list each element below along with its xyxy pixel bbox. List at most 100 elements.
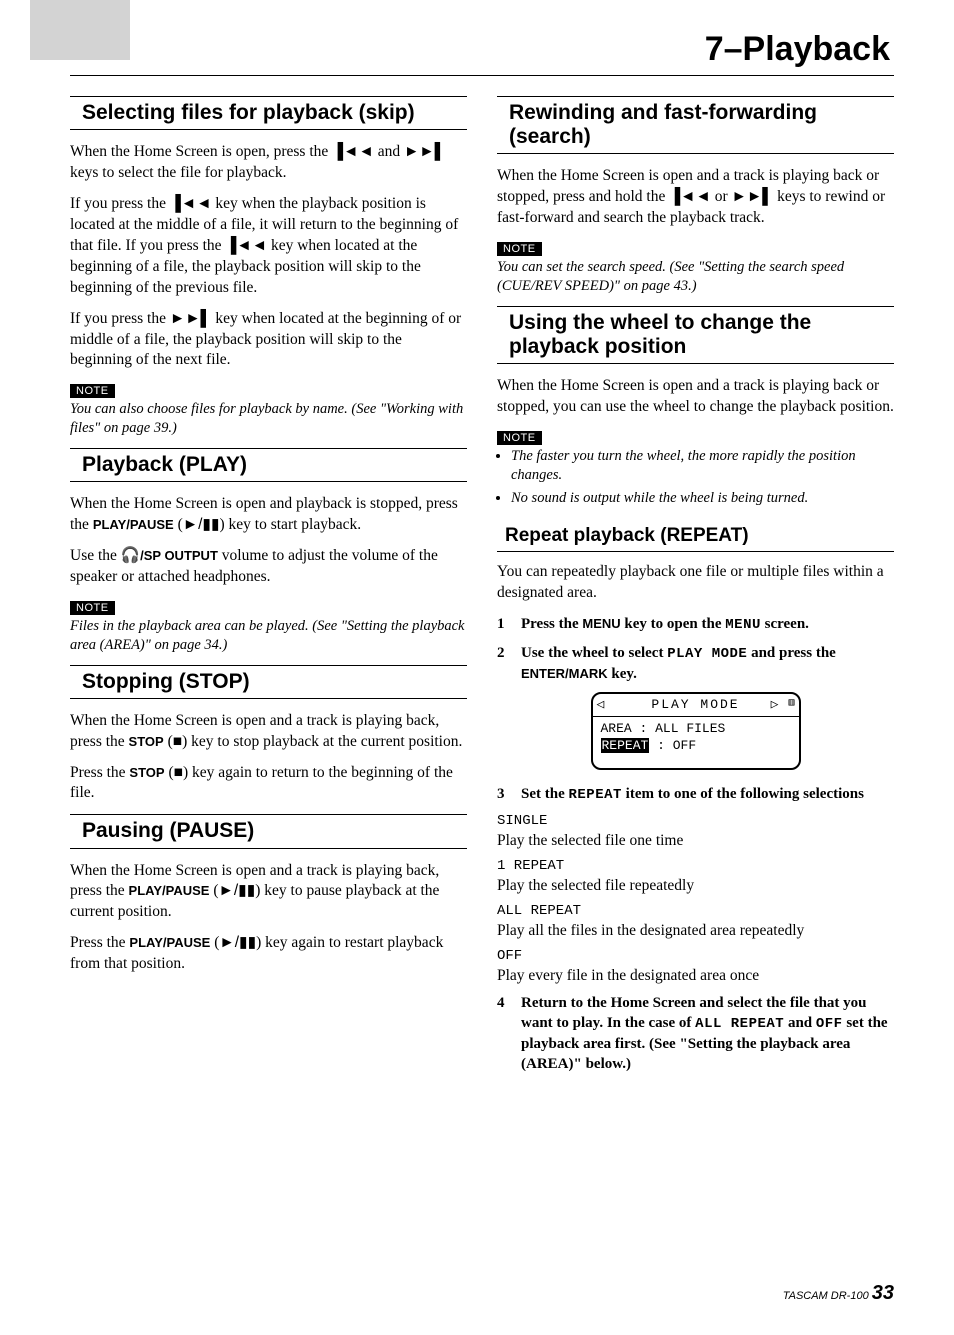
next-icon: ►►▌ bbox=[170, 310, 212, 327]
key-label: STOP bbox=[129, 734, 164, 749]
text: Press the bbox=[70, 934, 129, 951]
section-repeat: Repeat playback (REPEAT) bbox=[497, 523, 894, 552]
step-2: 2 Use the wheel to select PLAY MODE and … bbox=[497, 643, 894, 684]
page-container: 7–Playback Selecting files for playback … bbox=[0, 0, 954, 1335]
left-column: Selecting files for playback (skip) When… bbox=[70, 86, 467, 1082]
text: Use the bbox=[70, 547, 121, 564]
note-list-item: No sound is output while the wheel is be… bbox=[511, 489, 894, 508]
text: item to one of the following selections bbox=[622, 786, 864, 802]
lcd-field: AREA : bbox=[601, 721, 648, 736]
body-paragraph: When the Home Screen is open, press the … bbox=[70, 142, 467, 184]
mode-desc: Play the selected file one time bbox=[497, 831, 894, 852]
body-paragraph: Press the STOP (■) key again to return t… bbox=[70, 763, 467, 805]
text: ) key to start playback. bbox=[220, 516, 362, 533]
lcd-text: REPEAT bbox=[569, 787, 622, 803]
lcd-left-arrow-icon: ◁ bbox=[597, 696, 607, 714]
text: screen. bbox=[761, 616, 809, 632]
key-label: MENU bbox=[582, 616, 620, 631]
body-paragraph: If you press the ►►▌ key when located at… bbox=[70, 309, 467, 372]
prev-icon: ▐◄◄ bbox=[669, 188, 711, 205]
key-label: PLAY/PAUSE bbox=[129, 935, 210, 950]
step-body: Press the MENU key to open the MENU scre… bbox=[521, 614, 894, 635]
text: and press the bbox=[747, 645, 836, 661]
lcd-title: PLAY MODE bbox=[651, 697, 739, 712]
text: When the Home Screen is open, press the bbox=[70, 143, 332, 160]
text: key to open the bbox=[621, 616, 726, 632]
step-body: Use the wheel to select PLAY MODE and pr… bbox=[521, 643, 894, 684]
body-paragraph: When the Home Screen is open and a track… bbox=[70, 711, 467, 753]
step-number: 3 bbox=[497, 784, 511, 805]
note-text: You can also choose files for playback b… bbox=[70, 400, 467, 438]
body-paragraph: When the Home Screen is open and a track… bbox=[497, 166, 894, 229]
stop-icon: ■ bbox=[174, 764, 183, 781]
playpause-icon: ►/▮▮ bbox=[219, 882, 256, 899]
battery-icon: ▥ bbox=[788, 697, 796, 711]
mode-desc: Play the selected file repeatedly bbox=[497, 876, 894, 897]
top-rule bbox=[70, 75, 894, 76]
body-paragraph: You can repeatedly playback one file or … bbox=[497, 562, 894, 604]
text: keys to select the file for playback. bbox=[70, 164, 287, 181]
key-label: PLAY/PAUSE bbox=[129, 883, 210, 898]
page-footer: TASCAM DR-100 33 bbox=[783, 1282, 894, 1305]
page-number: 33 bbox=[872, 1282, 894, 1304]
body-paragraph: If you press the ▐◄◄ key when the playba… bbox=[70, 194, 467, 299]
text: and bbox=[374, 143, 404, 160]
lcd-text: PLAY MODE bbox=[667, 646, 747, 662]
key-label: /SP OUTPUT bbox=[140, 548, 218, 563]
section-wheel: Using the wheel to change the playback p… bbox=[497, 306, 894, 364]
text: Press the bbox=[521, 616, 582, 632]
lcd-text: ALL REPEAT bbox=[695, 1016, 784, 1032]
step-number: 2 bbox=[497, 643, 511, 684]
body-paragraph: When the Home Screen is open and a track… bbox=[497, 376, 894, 418]
text: Press the bbox=[70, 764, 129, 781]
text: ( bbox=[174, 516, 183, 533]
body-paragraph: Press the PLAY/PAUSE (►/▮▮) key again to… bbox=[70, 933, 467, 975]
note-badge: NOTE bbox=[70, 384, 115, 398]
prev-icon: ▐◄◄ bbox=[170, 195, 212, 212]
tab-strip bbox=[30, 0, 130, 60]
next-icon: ►►▌ bbox=[404, 143, 446, 160]
note-badge: NOTE bbox=[70, 601, 115, 615]
text: If you press the bbox=[70, 310, 170, 327]
text: and bbox=[784, 1015, 816, 1031]
text: ( bbox=[209, 882, 218, 899]
prev-icon: ▐◄◄ bbox=[332, 143, 374, 160]
text: key. bbox=[608, 666, 637, 682]
section-playback: Playback (PLAY) bbox=[70, 448, 467, 482]
mode-desc: Play all the files in the designated are… bbox=[497, 921, 894, 942]
two-column-layout: Selecting files for playback (skip) When… bbox=[70, 86, 894, 1082]
body-paragraph: When the Home Screen is open and playbac… bbox=[70, 494, 467, 536]
text: ) key to stop playback at the current po… bbox=[182, 733, 462, 750]
text: ( bbox=[164, 733, 173, 750]
note-text: Files in the playback area can be played… bbox=[70, 617, 467, 655]
lcd-header: ◁ PLAY MODE ▷ ▥ bbox=[593, 694, 799, 717]
lcd-right-arrow-icon: ▷ bbox=[771, 696, 781, 714]
lcd-text: MENU bbox=[725, 617, 761, 633]
stop-icon: ■ bbox=[173, 733, 182, 750]
note-badge: NOTE bbox=[497, 431, 542, 445]
mode-label: OFF bbox=[497, 948, 894, 964]
step-1: 1 Press the MENU key to open the MENU sc… bbox=[497, 614, 894, 635]
section-rewinding: Rewinding and fast-forwarding (search) bbox=[497, 96, 894, 154]
text: or bbox=[711, 188, 732, 205]
section-selecting-files: Selecting files for playback (skip) bbox=[70, 96, 467, 130]
section-pausing: Pausing (PAUSE) bbox=[70, 814, 467, 848]
section-stopping: Stopping (STOP) bbox=[70, 665, 467, 699]
prev-icon: ▐◄◄ bbox=[225, 237, 267, 254]
playpause-icon: ►/▮▮ bbox=[219, 934, 256, 951]
note-badge: NOTE bbox=[497, 242, 542, 256]
lcd-screen: ◁ PLAY MODE ▷ ▥ AREA : ALL FILES REPEAT … bbox=[591, 692, 801, 770]
right-column: Rewinding and fast-forwarding (search) W… bbox=[497, 86, 894, 1082]
step-4: 4 Return to the Home Screen and select t… bbox=[497, 993, 894, 1075]
next-icon: ►►▌ bbox=[732, 188, 774, 205]
key-label: PLAY/PAUSE bbox=[93, 517, 174, 532]
text: If you press the bbox=[70, 195, 170, 212]
lcd-field-selected: REPEAT bbox=[601, 738, 650, 753]
step-body: Set the REPEAT item to one of the follow… bbox=[521, 784, 894, 805]
lcd-line: REPEAT : OFF bbox=[601, 737, 791, 755]
mode-desc: Play every file in the designated area o… bbox=[497, 966, 894, 987]
mode-label: 1 REPEAT bbox=[497, 858, 894, 874]
text: ( bbox=[165, 764, 174, 781]
step-body: Return to the Home Screen and select the… bbox=[521, 993, 894, 1075]
note-list: The faster you turn the wheel, the more … bbox=[511, 447, 894, 508]
